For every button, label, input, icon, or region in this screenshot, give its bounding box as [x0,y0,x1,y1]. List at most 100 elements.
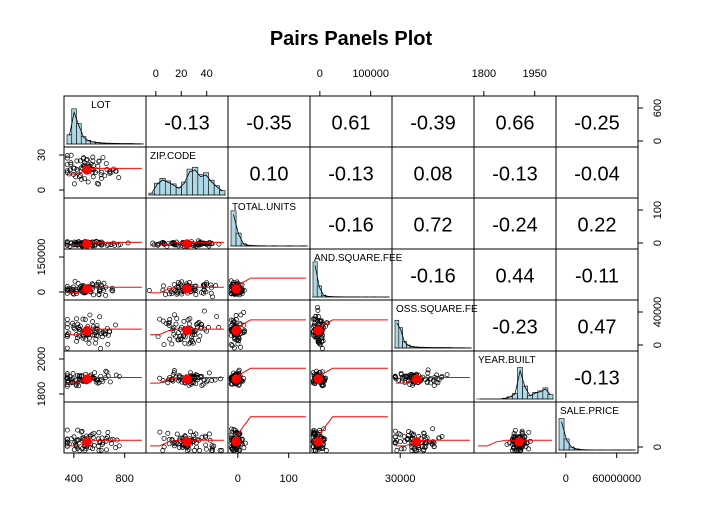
scatter-point [64,383,70,389]
centroid-point [231,374,241,384]
scatter-point [74,241,80,247]
scatter-point [173,321,179,327]
correlation-value: -0.16 [410,266,456,288]
histogram-bar [219,190,226,196]
scatter-point [444,372,450,378]
scatter-point [67,243,73,249]
scatter-point [320,346,325,351]
density-curve [151,169,223,194]
scatter-point [193,292,199,298]
scatter-point [87,312,93,318]
scatter-point [171,370,177,376]
scatter-point [194,321,199,327]
scatter-point [161,342,167,347]
panel-r3-c6: -0.11 [555,248,639,301]
histogram-bar [192,166,199,196]
panel-r1-c1: ZIP.CODE [145,146,229,199]
scatter-point [399,446,404,452]
scatter-point [95,436,101,442]
scatter-point [315,307,321,313]
scatter-point [199,383,205,388]
scatter-point [64,316,70,322]
scatter-point [109,287,115,293]
scatter-point [201,308,207,314]
panel-frame [63,401,147,454]
scatter-point [174,291,180,297]
scatter-point [197,333,203,339]
scatter-point [188,429,193,435]
scatter-point [237,292,243,298]
panel-r0-c3: 0.61 [309,95,393,148]
scatter-point [241,309,247,315]
scatter-point [324,320,330,326]
scatter-point [104,242,110,248]
scatter-point [163,320,169,326]
scatter-point [320,338,326,344]
scatter-point [83,336,89,342]
correlation-value: 0.72 [414,215,453,237]
scatter-point [174,316,180,322]
scatter-point [428,380,433,386]
scatter-point [103,161,109,166]
panel-r4-c0 [63,299,147,352]
scatter-point [75,335,81,341]
left-tick-label: 0 [36,187,48,193]
panel-r3-c1 [145,248,229,301]
scatter-point [191,448,197,453]
histogram-bar [66,134,73,145]
centroid-point [231,284,241,294]
bottom-tick-label: 100 [280,473,298,485]
correlation-value: 0.10 [250,164,289,186]
scatter-point [64,162,70,168]
scatter-point [64,373,70,379]
panel-r6-c4 [391,401,475,454]
scatter-point [166,319,172,325]
scatter-point [72,439,78,445]
scatter-point [228,342,234,347]
scatter-point [321,426,327,432]
scatter-point [315,305,321,310]
right-tick-label: 100 [652,201,664,219]
panel-r0-c0: LOT [63,95,147,148]
scatter-point [170,378,176,384]
panel-r6-c0 [63,401,147,454]
scatter-point [113,445,119,451]
scatter-point [526,429,532,435]
top-tick-label: 20 [175,68,187,80]
panel-r0-c4: -0.39 [391,95,475,148]
scatter-point [169,341,175,347]
scatter-point [208,282,214,288]
smoother-line [396,377,470,384]
scatter-point [178,337,184,343]
scatter-point [102,173,108,179]
scatter-point [171,443,177,449]
scatter-point [100,329,106,335]
panel-r5-c6: -0.13 [555,350,639,403]
scatter-point [198,321,204,327]
panel-r6-c2 [227,401,311,454]
scatter-point [310,431,316,436]
scatter-point [230,317,236,323]
scatter-point [392,440,398,446]
centroid-point [82,284,92,294]
scatter-point [196,337,202,343]
scatter-point [230,321,236,327]
scatter-point [104,447,109,453]
scatter-point [411,431,416,437]
correlation-value: 0.61 [332,113,371,135]
scatter-point [406,375,412,381]
scatter-point [511,444,517,450]
panel-r1-c4: 0.08 [391,146,475,199]
scatter-point [96,430,102,436]
scatter-point [91,163,97,168]
scatter-point [163,292,168,297]
correlation-value: 0.47 [578,317,617,339]
panel-r0-c2: -0.35 [227,95,311,148]
scatter-point [96,291,102,297]
scatter-point [206,431,212,437]
scatter-point [435,376,441,382]
scatter-point [161,435,167,441]
scatter-point [193,381,199,386]
scatter-point [90,324,96,330]
